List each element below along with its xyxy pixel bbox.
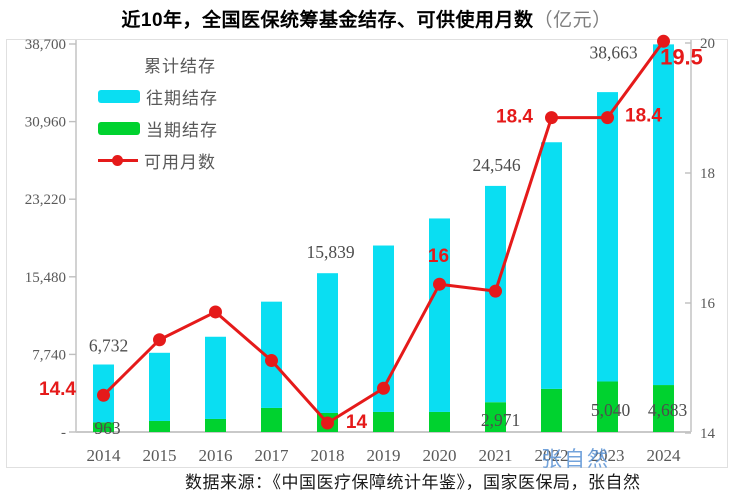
bar-2024-past — [653, 44, 674, 386]
months-point-2019 — [377, 381, 390, 395]
x-axis-label-2018: 2018 — [311, 446, 345, 465]
bar-2015-past — [149, 352, 170, 421]
bar-2023-past — [597, 92, 618, 382]
months-point-2016 — [209, 305, 222, 319]
bar-2016-current — [205, 418, 226, 432]
months-label-2024: 19.5 — [660, 44, 703, 69]
bar-2022-past — [541, 142, 562, 389]
months-label-2020: 16 — [428, 246, 449, 267]
watermark: 张自然 — [541, 448, 610, 471]
x-axis-label-2017: 2017 — [255, 446, 290, 465]
left-axis-tick-label: 15,480 — [25, 270, 66, 286]
current-label-2023: 5,040 — [591, 400, 631, 420]
months-point-2021 — [489, 284, 502, 298]
chart-title-main: 近10年，全国医保统筹基金结存、可供使用月数 — [121, 10, 534, 31]
x-axis-label-2022: 2022 — [535, 446, 569, 465]
right-axis-tick-label: 20 — [700, 36, 715, 52]
chart-legend: 累计结存 往期结存 当期结存 可用月数 — [98, 48, 218, 176]
months-label-2023: 18.4 — [625, 106, 662, 127]
months-point-2023 — [601, 111, 614, 125]
bar-2019-past — [373, 245, 394, 412]
current-balance-swatch-icon — [98, 121, 140, 135]
right-axis-tick-label: 18 — [700, 166, 715, 182]
x-axis-label-2019: 2019 — [367, 446, 401, 465]
right-axis-tick-label: 14 — [700, 426, 716, 442]
left-axis-tick-label: 23,220 — [25, 192, 66, 208]
source-note: 数据来源：《中国医疗保障统计年鉴》，国家医保局，张自然 — [185, 473, 641, 492]
months-point-2022 — [545, 111, 558, 125]
x-axis-label-2015: 2015 — [143, 446, 177, 465]
legend-header-label: 累计结存 — [144, 56, 216, 76]
chart-frame — [6, 39, 728, 468]
months-point-2015 — [153, 333, 166, 347]
x-axis-label-2020: 2020 — [423, 446, 457, 465]
legend-past-balance-label: 往期结存 — [146, 88, 218, 108]
left-axis-tick-label: 38,700 — [25, 37, 66, 53]
months-label-2018: 14 — [346, 412, 368, 433]
bar-2016-past — [205, 336, 226, 419]
total-label-2024: 38,663 — [589, 42, 637, 62]
left-axis-tick-label: 30,960 — [25, 115, 66, 131]
months-point-2017 — [265, 354, 278, 368]
bar-2021-current — [485, 402, 506, 432]
months-point-2014 — [97, 388, 110, 402]
legend-item-months: 可用月数 — [98, 144, 218, 176]
total-label-2014: 6,732 — [89, 336, 128, 356]
legend-current-balance-label: 当期结存 — [146, 120, 218, 140]
months-point-2018 — [321, 416, 334, 430]
bar-2023-current — [597, 381, 618, 432]
total-label-2021: 24,546 — [472, 155, 520, 175]
months-label-2014: 14.4 — [39, 379, 76, 400]
bar-2018-past — [317, 273, 338, 413]
bar-2015-current — [149, 420, 170, 432]
past-balance-swatch-icon — [98, 89, 140, 103]
legend-item-current-balance: 当期结存 — [98, 112, 218, 144]
bar-2022-current — [541, 388, 562, 432]
months-point-2020 — [433, 277, 446, 291]
x-axis-label-2021: 2021 — [479, 446, 513, 465]
chart-title-unit: （亿元） — [533, 10, 612, 31]
x-axis-label-2014: 2014 — [87, 446, 122, 465]
bar-2020-past — [429, 218, 450, 412]
months-line-dot — [112, 154, 123, 166]
months-label-2022: 18.4 — [496, 107, 533, 128]
bar-2020-current — [429, 411, 450, 432]
bar-2017-current — [261, 407, 282, 432]
right-axis-tick-label: 16 — [700, 296, 716, 312]
legend-item-past-balance: 往期结存 — [98, 80, 218, 112]
bar-2024-current — [653, 385, 674, 432]
left-axis-tick-label: 7,740 — [32, 347, 66, 363]
left-axis-tick-label: - — [61, 425, 66, 441]
x-axis-label-2023: 2023 — [591, 446, 625, 465]
current-label-2024: 4,683 — [648, 400, 688, 420]
x-axis-label-2024: 2024 — [647, 446, 682, 465]
total-label-2018: 15,839 — [306, 242, 354, 262]
legend-months-label: 可用月数 — [144, 152, 216, 172]
current-label-2021: 2,971 — [481, 410, 520, 430]
chart-title: 近10年，全国医保统筹基金结存、可供使用月数（亿元） — [0, 5, 733, 32]
bar-2014-current — [93, 422, 114, 432]
legend-header-row: 累计结存 — [98, 48, 218, 80]
x-axis-label-2016: 2016 — [199, 446, 233, 465]
current-label-2014: 963 — [94, 418, 121, 438]
months-line-swatch-icon — [98, 154, 138, 167]
bar-2019-current — [373, 411, 394, 432]
months-point-2024 — [657, 34, 670, 48]
